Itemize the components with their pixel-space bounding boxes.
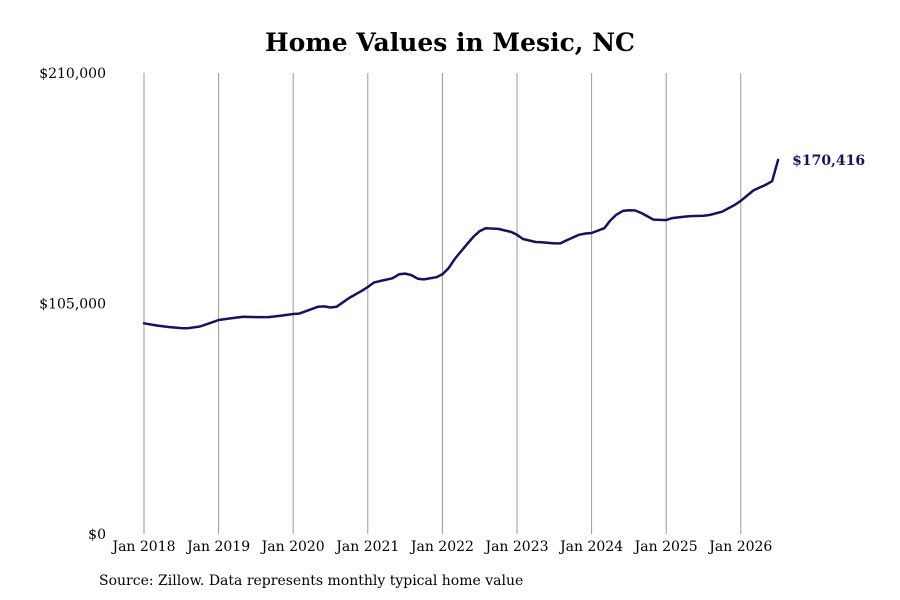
series-line bbox=[142, 158, 780, 330]
y-tick-label: $0 bbox=[88, 527, 106, 543]
chart-title: Home Values in Mesic, NC bbox=[265, 28, 635, 57]
x-tick-label: Jan 2019 bbox=[185, 539, 250, 555]
x-tick-label: Jan 2022 bbox=[409, 539, 474, 555]
x-tick-label: Jan 2026 bbox=[707, 539, 772, 555]
x-tick-label: Jan 2021 bbox=[334, 539, 399, 555]
x-tick-label: Jan 2023 bbox=[483, 539, 548, 555]
x-tick-label: Jan 2020 bbox=[260, 539, 325, 555]
grid-lines bbox=[143, 73, 742, 534]
source-note: Source: Zillow. Data represents monthly … bbox=[99, 573, 524, 589]
y-tick-label: $105,000 bbox=[39, 297, 106, 313]
x-axis-ticks: Jan 2018 Jan 2019 Jan 2020 Jan 2021 Jan 2022… bbox=[110, 539, 772, 555]
series-group: $170,416 bbox=[142, 153, 865, 330]
x-tick-label: Jan 2025 bbox=[633, 539, 698, 555]
x-tick-label: Jan 2018 bbox=[110, 539, 175, 555]
end-value-label: $170,416 bbox=[792, 153, 865, 169]
y-tick-label: $210,000 bbox=[39, 66, 106, 82]
x-tick-label: Jan 2024 bbox=[558, 539, 623, 555]
y-axis-ticks: $0 $105,000 $210,000 bbox=[39, 66, 106, 543]
